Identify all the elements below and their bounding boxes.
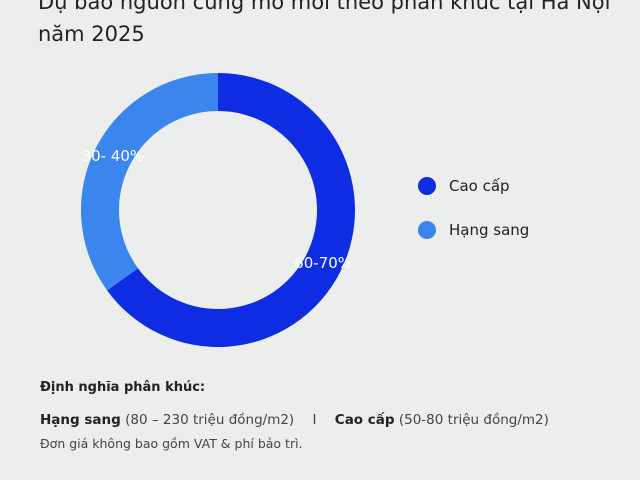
legend-item-hang-sang: Hạng sang: [418, 218, 529, 242]
price-note: Đơn giá không bao gồm VAT & phí bảo trì.: [40, 436, 303, 451]
definition-range-cao-cap: (50-80 triệu đồng/m2): [398, 412, 549, 428]
definition-range-hang-sang: (80 – 230 triệu đồng/m2): [125, 412, 295, 428]
data-label-hang-sang: 30- 40%: [82, 147, 145, 165]
legend-label-hang-sang: Hạng sang: [449, 221, 530, 239]
data-label-cao-cap: 60-70%: [294, 254, 352, 272]
definitions-heading: Định nghĩa phân khúc:: [40, 380, 206, 395]
donut-slice-cao-cap: [107, 73, 355, 347]
definition-name-cao-cap: Cao cấp: [334, 412, 395, 428]
legend-label-cao-cap: Cao cấp: [449, 177, 510, 195]
chart-legend: Cao cấp Hạng sang: [418, 174, 529, 262]
definition-name-hang-sang: Hạng sang: [40, 412, 121, 428]
legend-item-cao-cap: Cao cấp: [418, 174, 529, 198]
definition-separator: I: [312, 412, 317, 428]
legend-swatch-hang-sang: [418, 221, 436, 239]
legend-swatch-cao-cap: [418, 177, 436, 195]
definitions-line: Hạng sang (80 – 230 triệu đồng/m2) I Cao…: [40, 412, 549, 428]
chart-title: Dự báo nguồn cung mở mới theo phân khúc …: [38, 0, 611, 46]
donut-slice-hang-sang: [81, 73, 218, 291]
